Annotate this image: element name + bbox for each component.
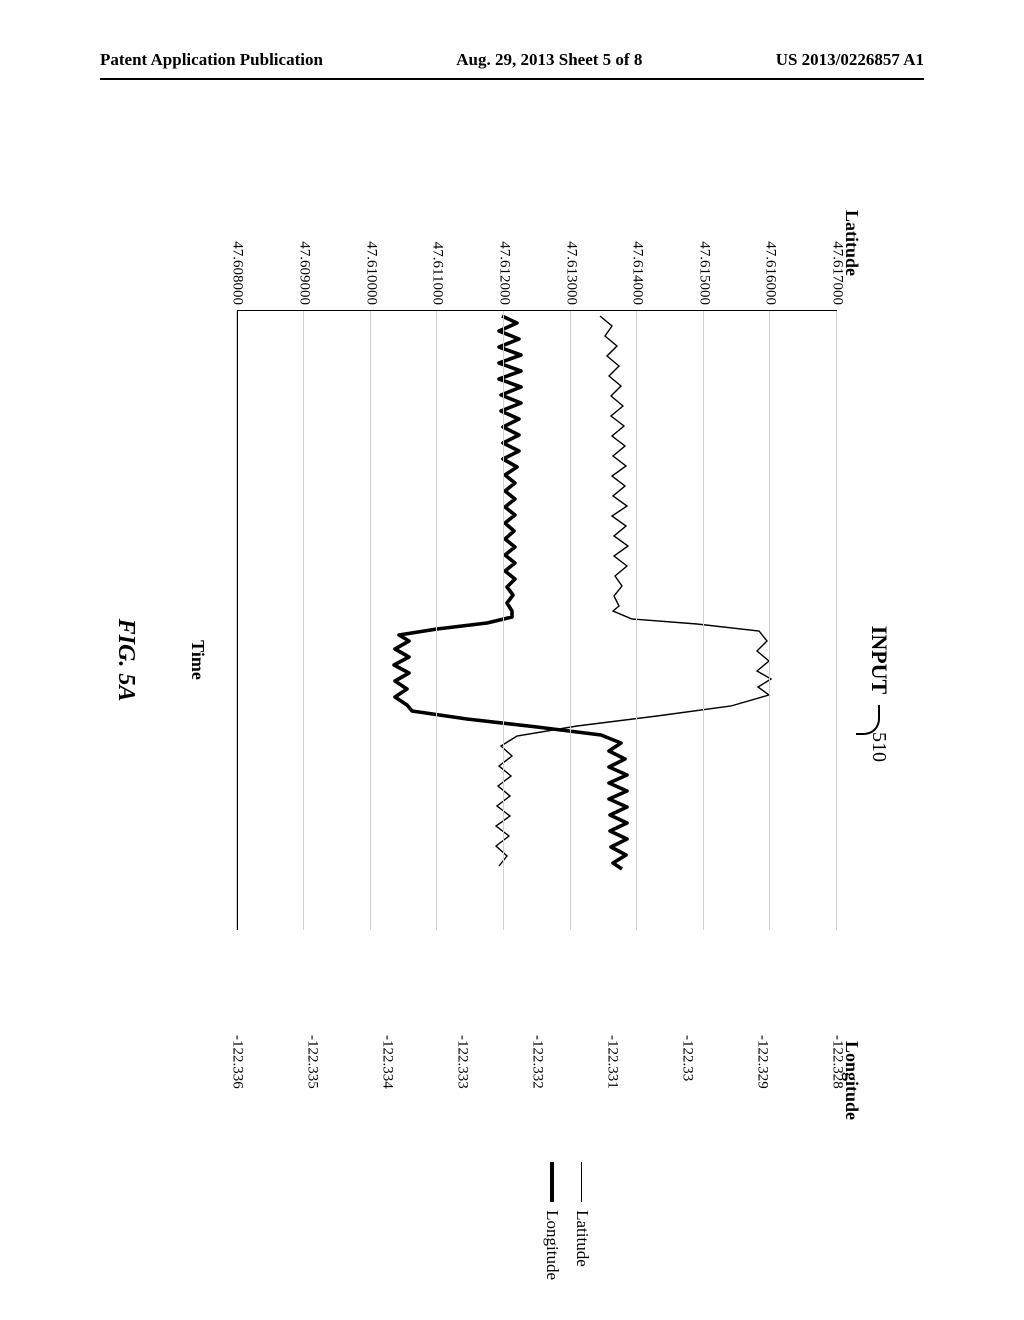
header-right: US 2013/0226857 A1 [776, 50, 924, 70]
ytick-left: 47.612000 [496, 210, 513, 305]
legend-swatch-thin [582, 1162, 583, 1202]
page-header: Patent Application Publication Aug. 29, … [0, 50, 1024, 70]
legend-swatch-thick [550, 1162, 554, 1202]
gridline [769, 311, 770, 930]
legend-row-longitude: Longitude [542, 1162, 562, 1280]
gridline [503, 311, 504, 930]
ytick-right: -122.334 [379, 1035, 396, 1120]
legend: Latitude Longitude [532, 1162, 592, 1280]
figure-container: INPUT 510 Latitude Longitude 47.61700047… [0, 160, 1024, 1160]
ytick-right: -122.336 [229, 1035, 246, 1120]
plot-area [237, 310, 837, 930]
gridline [570, 311, 571, 930]
ytick-left: 47.616000 [762, 210, 779, 305]
ytick-left: 47.615000 [695, 210, 712, 305]
ytick-left: 47.610000 [362, 210, 379, 305]
legend-label: Latitude [572, 1210, 592, 1267]
gridline [303, 311, 304, 930]
callout-leader [856, 705, 880, 735]
x-axis-label: Time [187, 640, 208, 680]
ytick-left: 47.609000 [296, 210, 313, 305]
legend-label: Longitude [542, 1210, 562, 1280]
ytick-left: 47.611000 [429, 210, 446, 305]
latitude-series [496, 316, 771, 866]
gridline [370, 311, 371, 930]
header-center: Aug. 29, 2013 Sheet 5 of 8 [456, 50, 642, 70]
chart-title: INPUT [866, 626, 892, 694]
gridline [636, 311, 637, 930]
ytick-right: -122.328 [829, 1035, 846, 1120]
ytick-left: 47.617000 [829, 210, 846, 305]
callout-label: 510 [867, 732, 890, 762]
ytick-left: 47.608000 [229, 210, 246, 305]
longitude-series [394, 316, 627, 869]
figure-rotated: INPUT 510 Latitude Longitude 47.61700047… [162, 210, 862, 1110]
ytick-right: -122.333 [454, 1035, 471, 1120]
ytick-left: 47.614000 [629, 210, 646, 305]
series-svg [237, 311, 837, 931]
gridline [236, 311, 237, 930]
header-left: Patent Application Publication [100, 50, 323, 70]
ytick-right: -122.332 [529, 1035, 546, 1120]
ytick-left: 47.613000 [562, 210, 579, 305]
header-divider [100, 78, 924, 80]
gridline [836, 311, 837, 930]
gridline [436, 311, 437, 930]
legend-row-latitude: Latitude [572, 1162, 592, 1280]
ytick-right: -122.335 [304, 1035, 321, 1120]
ytick-right: -122.331 [604, 1035, 621, 1120]
ytick-right: -122.33 [679, 1035, 696, 1120]
figure-caption: FIG. 5A [112, 619, 139, 702]
gridline [703, 311, 704, 930]
ytick-right: -122.329 [754, 1035, 771, 1120]
